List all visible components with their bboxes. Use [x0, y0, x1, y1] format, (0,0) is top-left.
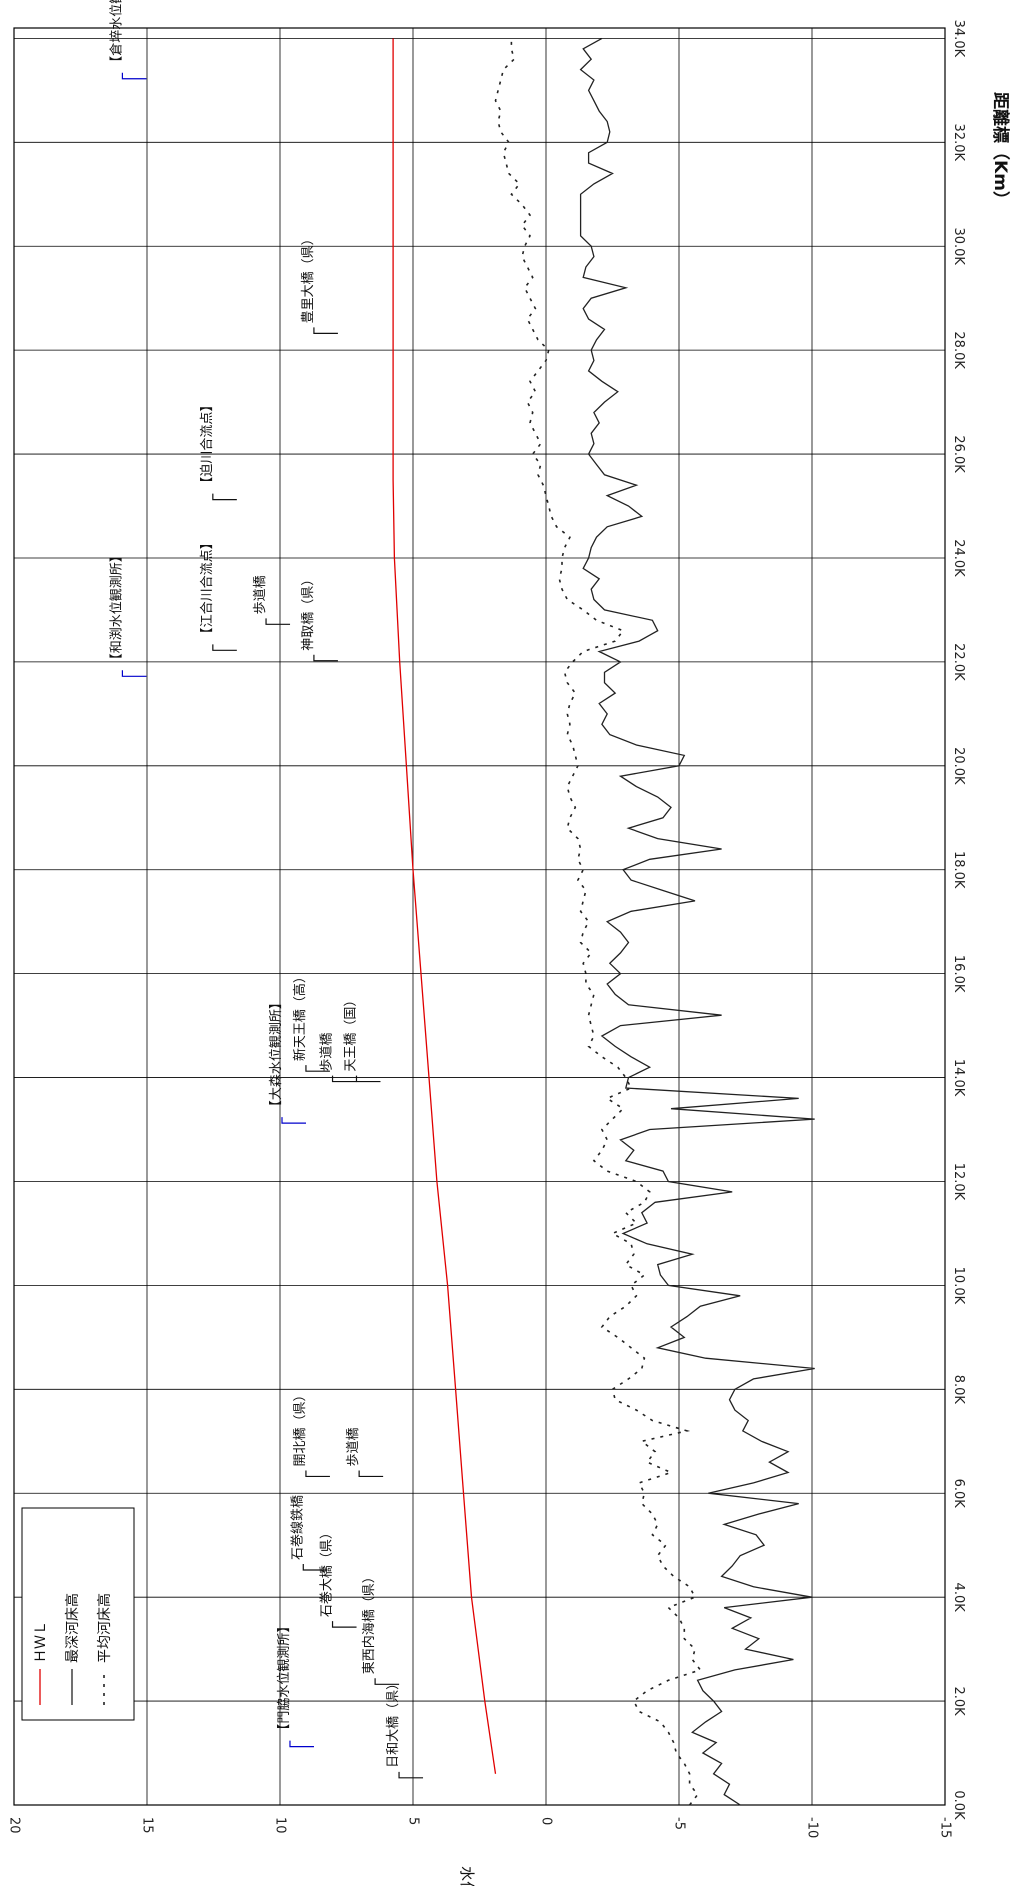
series-line-1 — [579, 37, 815, 1806]
x-tick-label: 14.0K — [951, 1059, 966, 1097]
annotation-leader — [331, 1621, 357, 1628]
x-tick-label: 26.0K — [951, 435, 966, 473]
legend-label-1: 最深河床高 — [64, 1593, 81, 1663]
x-tick-label: 6.0K — [951, 1479, 966, 1509]
x-tick-label: 12.0K — [951, 1163, 966, 1201]
annotation-leader — [305, 1470, 330, 1478]
annotation-label: 歩道橋 — [253, 575, 268, 614]
annotation-label: 石巻大橋（県） — [320, 1526, 335, 1617]
annotation-leader — [331, 1075, 357, 1083]
plot-frame — [13, 27, 946, 1806]
annotation-leader — [313, 327, 338, 334]
annotation-label: 【江合川合流点】 — [200, 536, 215, 640]
x-tick-label: 24.0K — [951, 539, 966, 577]
y-tick-label: -10 — [805, 1817, 820, 1838]
annotation-label: 神取橋（県） — [301, 573, 316, 651]
legend-label-0: ＨＷＬ — [33, 1621, 49, 1663]
y-axis-label: 水位(TPm) — [458, 1866, 476, 1886]
annotation-leader — [265, 618, 291, 625]
legend: ＨＷＬ 最深河床高 平均河床高 — [21, 1507, 135, 1721]
x-tick-label: 28.0K — [951, 331, 966, 369]
annotation-label: 【和渕水位観測所】 — [109, 549, 124, 666]
annotation-leader — [358, 1470, 384, 1478]
x-tick-label: 30.0K — [951, 227, 966, 265]
annotation-label: 歩道橋 — [346, 1427, 361, 1466]
annotation-leader — [212, 493, 237, 501]
annotation-label: 開北橋（県） — [293, 1388, 308, 1466]
series-layer — [392, 37, 815, 1806]
annotation-label: 石巻線鉄橋 — [289, 1495, 305, 1560]
annotation-leader — [212, 644, 237, 651]
annotation-leader — [281, 1117, 306, 1124]
x-tick-label: 20.0K — [951, 747, 966, 785]
x-tick-label: 4.0K — [951, 1583, 966, 1613]
legend-label-2: 平均河床高 — [96, 1593, 113, 1663]
annotation-label: 【迫川合流点】 — [200, 399, 215, 490]
series-line-0 — [392, 38, 497, 1774]
y-tick-label: 0 — [539, 1817, 554, 1825]
x-tick-label: 2.0K — [951, 1686, 966, 1716]
annotation-label: 【門脇水位観測所】 — [277, 1620, 292, 1737]
x-tick-label: 10.0K — [951, 1267, 966, 1305]
x-tick-label: 0.0K — [951, 1790, 966, 1820]
annotation-leader — [121, 72, 147, 80]
y-tick-label: 20 — [7, 1817, 22, 1834]
tick-layer: 0.0K 2.0K 4.0K 6.0K 8.0K 10.0K 12.0K 14.0K 16.0K… — [7, 20, 967, 1839]
annotation-leader — [374, 1678, 400, 1685]
x-tick-label: 16.0K — [951, 955, 966, 993]
x-tick-label: 18.0K — [951, 851, 966, 889]
annotation-layer: 日和大橋（県） 【門脇水位観測所】 東西内海橋（県） 石巻大橋（県） 石巻線鉄橋 開北橋（… — [109, 0, 424, 1779]
annotation-leader — [289, 1740, 314, 1748]
annotation-label: 新天王橋（高） — [292, 970, 308, 1061]
series-line-2 — [494, 38, 702, 1806]
annotation-leader — [313, 654, 338, 662]
x-axis-label: 距離標（Km） — [990, 92, 1011, 208]
annotation-label: 【倉埣水位観測所】 — [109, 0, 124, 69]
grid — [13, 27, 946, 1806]
annotation-leader — [302, 1563, 328, 1571]
annotation-label: 天王橋（国） — [343, 994, 358, 1072]
x-tick-label: 34.0K — [951, 20, 966, 58]
annotation-label: 日和大橋（県） — [386, 1677, 401, 1768]
annotation-leader — [398, 1771, 424, 1779]
annotation-label: 豊里大橋（県） — [301, 232, 316, 323]
y-tick-label: -5 — [672, 1817, 687, 1830]
annotation-label: 【大森水位観測所】 — [269, 996, 284, 1113]
y-tick-label: 10 — [273, 1817, 288, 1834]
y-tick-label: -15 — [938, 1817, 953, 1838]
x-tick-label: 22.0K — [951, 643, 966, 681]
x-tick-label: 32.0K — [951, 124, 966, 162]
x-tick-label: 8.0K — [951, 1375, 966, 1405]
annotation-label: 歩道橋 — [320, 1033, 335, 1072]
annotation-leader — [355, 1075, 381, 1083]
annotation-label: 東西内海橋（県） — [361, 1570, 377, 1674]
y-tick-label: 15 — [140, 1817, 155, 1834]
y-tick-label: 5 — [406, 1817, 421, 1825]
annotation-leader — [121, 670, 147, 677]
annotation-leader — [305, 1065, 330, 1072]
